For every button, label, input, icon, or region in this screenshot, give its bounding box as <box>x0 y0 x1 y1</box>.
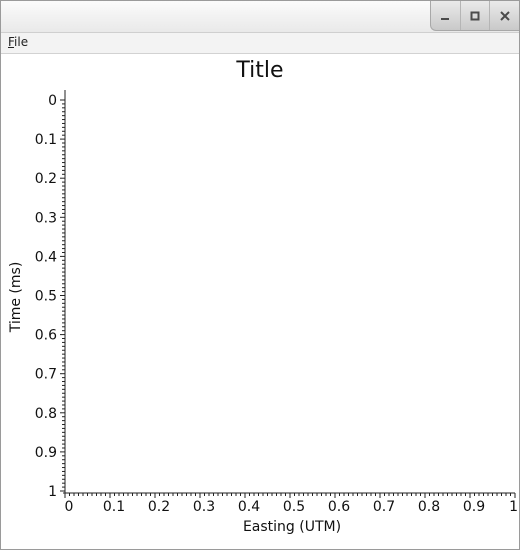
y-tick-label: 0.6 <box>35 328 57 344</box>
y-tick-label: 0.5 <box>35 289 57 305</box>
y-tick-label: 0.2 <box>35 171 57 187</box>
plot-panel[interactable]: Title 0 0.1 0.2 0.3 0.4 0.5 0.6 0.7 0.8 0.9 1 0 0.1… <box>1 54 519 549</box>
x-axis-label: Easting (UTM) <box>243 519 341 535</box>
x-tick-label: 0.5 <box>283 499 305 515</box>
x-tick-label: 0 <box>65 499 74 515</box>
minimize-button[interactable] <box>431 1 461 30</box>
close-button[interactable] <box>490 1 519 30</box>
maximize-icon <box>470 11 480 20</box>
y-axis-label: Time (ms) <box>8 262 24 334</box>
y-tick-label: 0.8 <box>35 406 57 422</box>
y-tick-label: 1 <box>48 484 57 500</box>
minimize-icon <box>441 17 450 20</box>
y-tick-label: 0.9 <box>35 445 57 461</box>
x-tick-label: 0.7 <box>373 499 395 515</box>
y-tick-label: 0.1 <box>35 132 57 148</box>
maximize-button[interactable] <box>461 1 491 30</box>
y-tick-label: 0.3 <box>35 210 57 226</box>
x-tick-label: 0.9 <box>463 499 485 515</box>
y-tick-label: 0 <box>48 93 57 109</box>
menu-file[interactable]: File <box>8 35 29 49</box>
window-controls <box>430 1 519 31</box>
close-icon <box>499 10 510 21</box>
title-bar[interactable] <box>1 1 519 33</box>
x-tick-label: 1 <box>509 499 518 515</box>
x-tick-label: 0.8 <box>418 499 440 515</box>
menu-bar: File <box>1 33 519 54</box>
x-tick-label: 0.4 <box>238 499 260 515</box>
x-tick-label: 0.6 <box>328 499 350 515</box>
chart: Title 0 0.1 0.2 0.3 0.4 0.5 0.6 0.7 0.8 0.9 1 0 0.1… <box>8 58 518 535</box>
y-axis: 0 0.1 0.2 0.3 0.4 0.5 0.6 0.7 0.8 0.9 1 <box>35 90 66 500</box>
y-tick-label: 0.7 <box>35 367 57 383</box>
x-axis: 0 0.1 0.2 0.3 0.4 0.5 0.6 0.7 0.8 0.9 1 <box>63 492 518 515</box>
chart-title: Title <box>235 58 283 83</box>
y-tick-label: 0.4 <box>35 249 57 265</box>
x-tick-label: 0.1 <box>103 499 125 515</box>
x-tick-label: 0.2 <box>148 499 170 515</box>
x-tick-label: 0.3 <box>193 499 215 515</box>
